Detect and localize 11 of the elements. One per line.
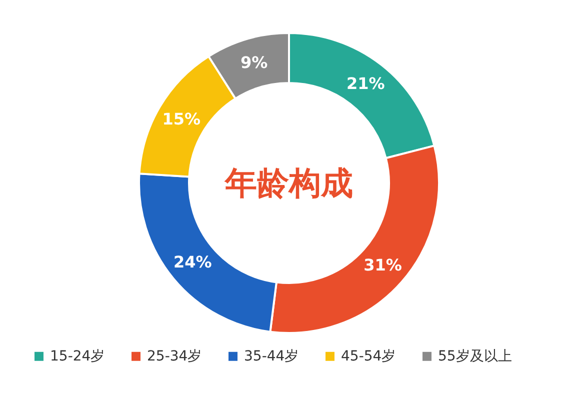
legend-label: 35-44岁: [244, 348, 299, 364]
data-label: 31%: [364, 256, 402, 275]
legend-label: 15-24岁: [50, 348, 105, 364]
legend-label: 25-34岁: [147, 348, 202, 364]
text: 年龄构成: [224, 164, 353, 202]
legend-label: 45-54岁: [341, 348, 396, 364]
legend-label: 55岁及以上: [438, 348, 512, 364]
data-label: 24%: [174, 252, 212, 272]
data-label: 15%: [162, 109, 201, 128]
data-label: 21%: [346, 74, 385, 94]
data-label: 9%: [240, 52, 268, 72]
